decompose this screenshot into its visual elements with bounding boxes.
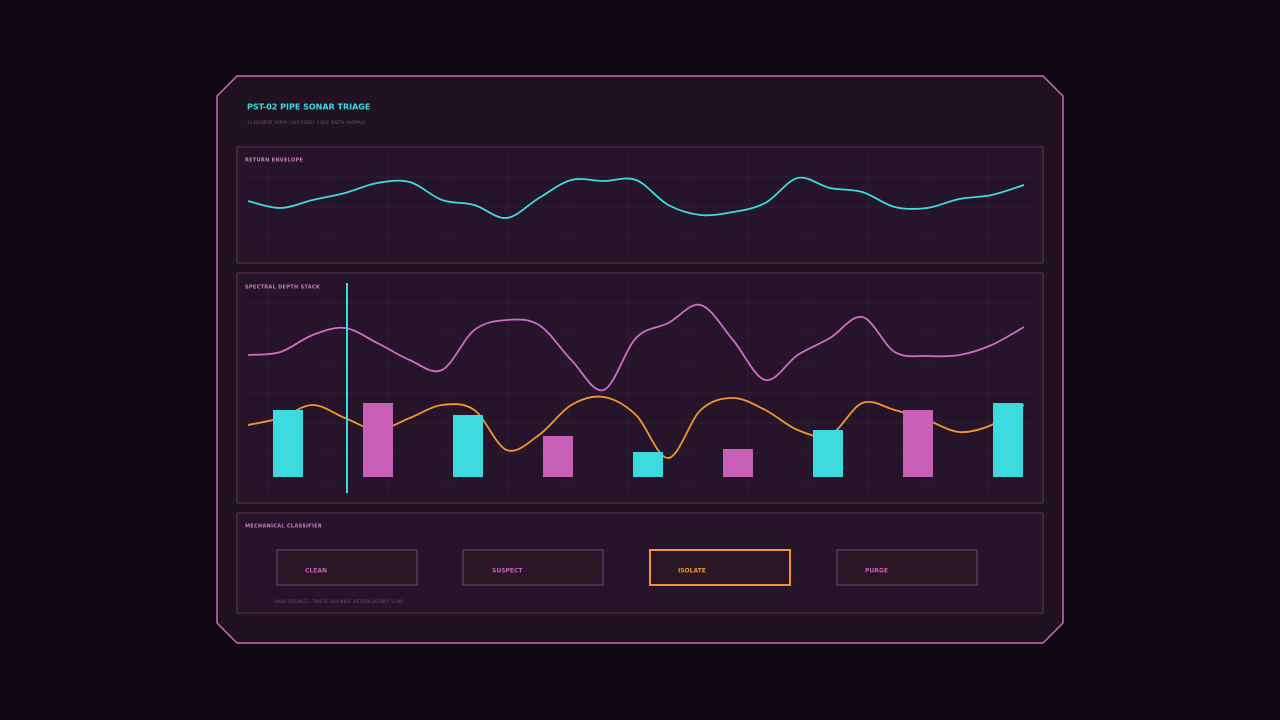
bar [633,452,663,477]
panel-label: RETURN ENVELOPE [245,158,304,164]
line [247,303,1025,392]
panel [236,146,1044,264]
bar [993,403,1023,477]
bar [903,410,933,477]
bar [273,410,303,477]
bar [363,403,393,477]
button-box[interactable] [836,549,978,586]
button-label[interactable]: SUSPECT [492,568,523,575]
bar [453,415,483,477]
button-label[interactable]: CLEAN [305,568,327,575]
button-box[interactable] [276,549,418,586]
bar [723,449,753,477]
footer: HASH 0X5L4Q31 · TRAFFIC 34.4 MB/S · RETU… [275,599,404,604]
button-box[interactable] [462,549,604,586]
button-label[interactable]: PURGE [865,568,888,575]
panel-label: SPECTRAL DEPTH STACK [245,285,321,291]
button[interactable]: SUSPECT [462,549,604,586]
subtitle: 12-SEGMENT ARRAY / HEX CODEC // REV: WID… [247,120,365,125]
title: PST-02 PIPE SONAR TRIAGE [247,103,370,112]
bar [543,436,573,477]
panel-label: MECHANICAL CLASSIFIER [245,524,322,530]
button-label[interactable]: ISOLATE [678,568,706,575]
bar [813,430,843,477]
button[interactable]: ISOLATE [649,549,791,586]
line [247,176,1025,219]
button[interactable]: PURGE [836,549,978,586]
button-box[interactable] [649,549,791,586]
button[interactable]: CLEAN [276,549,418,586]
